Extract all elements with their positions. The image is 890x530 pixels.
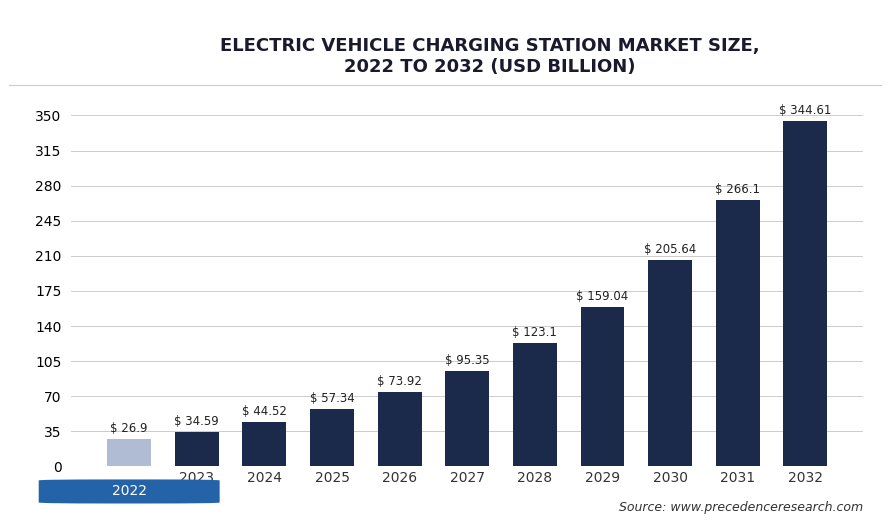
FancyBboxPatch shape [38, 480, 220, 504]
Text: $ 95.35: $ 95.35 [445, 354, 490, 367]
Text: ELECTRIC VEHICLE CHARGING STATION MARKET SIZE,
2022 TO 2032 (USD BILLION): ELECTRIC VEHICLE CHARGING STATION MARKET… [220, 37, 759, 76]
Bar [783, 121, 828, 466]
Text: $ 123.1: $ 123.1 [513, 326, 557, 339]
Text: PRECEDENCE: PRECEDENCE [15, 33, 92, 43]
Text: $ 205.64: $ 205.64 [644, 243, 696, 256]
Text: Source: www.precedenceresearch.com: Source: www.precedenceresearch.com [619, 501, 863, 514]
Bar [445, 371, 490, 466]
Bar [242, 422, 287, 466]
Bar [174, 432, 219, 466]
Text: $ 159.04: $ 159.04 [577, 290, 628, 303]
Bar [648, 260, 692, 466]
Text: $ 344.61: $ 344.61 [779, 104, 831, 117]
Bar [716, 200, 760, 466]
Bar [310, 409, 354, 466]
Bar [377, 392, 422, 466]
Text: $ 26.9: $ 26.9 [110, 422, 148, 436]
Text: $ 34.59: $ 34.59 [174, 414, 219, 428]
Text: $ 266.1: $ 266.1 [716, 182, 760, 196]
Text: 2022: 2022 [111, 484, 147, 499]
Bar [580, 307, 625, 466]
Text: RESEARCH: RESEARCH [22, 56, 85, 65]
Bar [107, 439, 151, 466]
Text: $ 44.52: $ 44.52 [242, 405, 287, 418]
Text: $ 73.92: $ 73.92 [377, 375, 422, 388]
Text: $ 57.34: $ 57.34 [310, 392, 354, 405]
Bar [513, 343, 557, 466]
